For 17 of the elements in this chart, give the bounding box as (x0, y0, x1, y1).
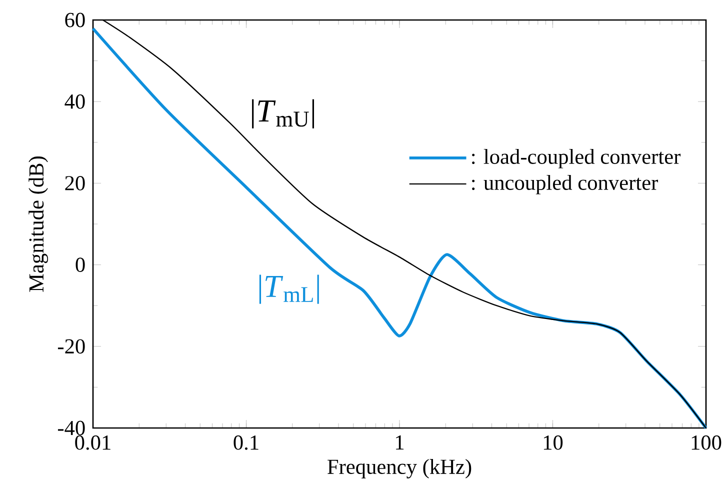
x-axis-title: Frequency (kHz) (328, 459, 472, 478)
y-tick-label: 40 (64, 94, 85, 109)
legend-label: : load-coupled converter (472, 148, 681, 168)
x-tick-label: 0.1 (234, 435, 258, 450)
x-tick-label: 1 (396, 435, 404, 450)
y-tick-label: 20 (65, 176, 85, 190)
annotation: |T$_{mU}$| (252, 99, 314, 128)
y-tick-label: -40 (58, 420, 85, 436)
y-tick-label: 0 (76, 258, 85, 272)
x-tick-label: 0.01 (75, 435, 110, 450)
y-axis-title: Magnitude (dB) (28, 156, 48, 292)
y-tick-label: -20 (58, 339, 85, 354)
annotation: |T$_{mL}$| (259, 274, 319, 304)
x-tick-label: 100 (692, 435, 722, 450)
y-tick-label: 60 (65, 12, 85, 28)
x-tick-label: 10 (544, 435, 563, 450)
legend-label: : uncoupled converter (472, 174, 658, 194)
